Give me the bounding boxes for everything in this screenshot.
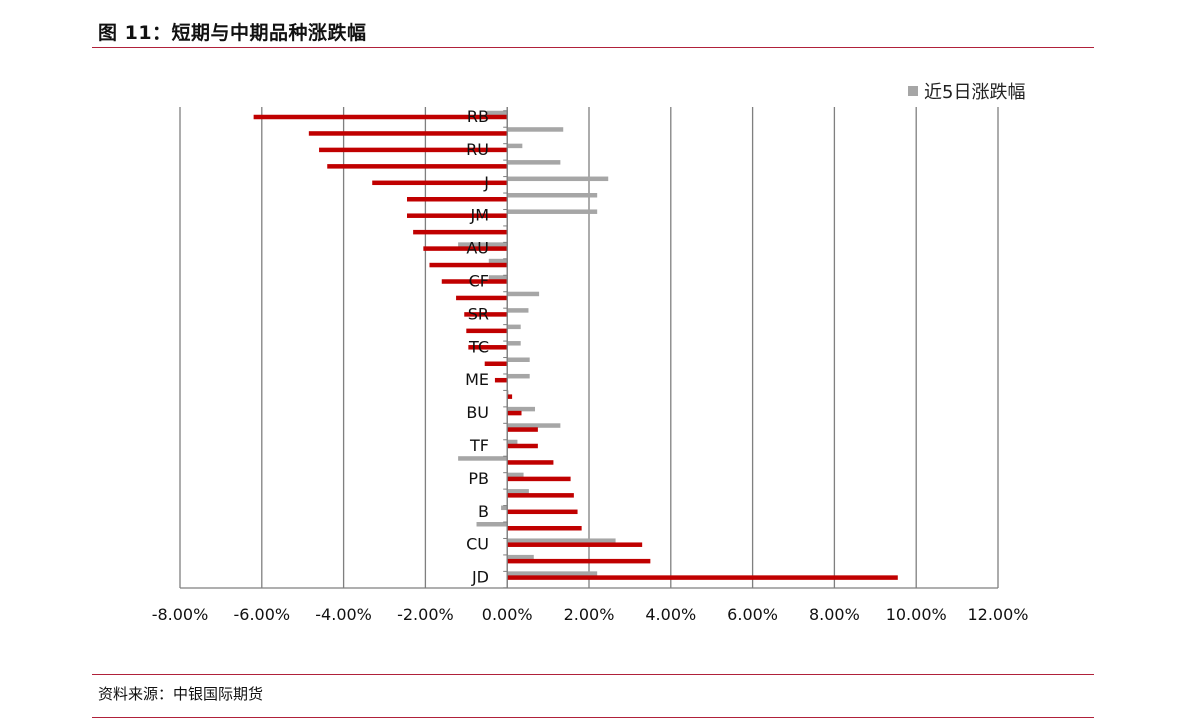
figure-title: 图 11：短期与中期品种涨跌幅 (98, 22, 367, 44)
category-label: BU (466, 403, 489, 422)
bar-5day (488, 275, 508, 280)
bar-1day (494, 377, 508, 383)
bar-1day (441, 279, 508, 284)
x-tick-label: -4.00% (315, 605, 372, 624)
bar-5day (507, 439, 518, 445)
bar-5day (507, 472, 524, 478)
bar-5day (507, 127, 564, 132)
category-label: RB (467, 107, 489, 126)
bar-5day (507, 324, 521, 330)
bar-5day (476, 522, 508, 527)
category-label: J (483, 173, 489, 192)
bar-1day (507, 509, 578, 515)
x-tick-label: 10.00% (886, 605, 947, 624)
x-tick-label: -8.00% (152, 605, 209, 624)
bar-1day (507, 558, 651, 564)
bar-5day (507, 373, 530, 379)
bar-5day (486, 110, 508, 116)
category-label: TF (469, 436, 489, 455)
x-tick-label: 12.00% (967, 605, 1028, 624)
bar-5day (507, 176, 609, 182)
bar-5day (507, 423, 561, 428)
category-label: B (478, 502, 489, 521)
bar-1day (406, 197, 508, 202)
bar-1day (507, 476, 571, 482)
category-label: JM (469, 206, 489, 225)
x-tick-label: 0.00% (482, 605, 533, 624)
bar-5day (507, 554, 534, 560)
bar-1day (507, 394, 513, 399)
category-label: SR (468, 304, 489, 323)
bar-1day (466, 328, 508, 334)
bar-1day (429, 262, 508, 268)
x-tick-label: -2.00% (397, 605, 454, 624)
bar-1day (423, 246, 508, 251)
bar-5day (507, 341, 521, 346)
x-tick-label: 4.00% (645, 605, 696, 624)
bar-1day (464, 312, 508, 317)
bar-1day (253, 114, 508, 120)
bar-1day (468, 345, 508, 350)
x-tick-label: 6.00% (727, 605, 778, 624)
bar-1day (327, 164, 508, 169)
bar-5day (507, 571, 598, 576)
bar-5day (507, 357, 530, 362)
bar-1day (372, 180, 508, 186)
bar-5day (507, 193, 598, 198)
category-label: JD (471, 568, 489, 587)
bottom-divider (92, 674, 1094, 675)
category-label: RU (466, 140, 489, 159)
category-label: CU (466, 535, 489, 554)
bar-1day (507, 575, 898, 580)
bar-1day (507, 443, 538, 449)
bar-5day (458, 456, 508, 461)
bar-1day (507, 427, 538, 432)
legend-swatch (908, 86, 918, 96)
legend-label: 近5日涨跌幅 (924, 82, 1025, 103)
bar-5day (501, 505, 508, 511)
category-label: CF (469, 272, 489, 291)
bar-5day (507, 143, 523, 149)
bar-1day (308, 131, 508, 136)
category-label: ME (465, 370, 489, 389)
x-tick-label: -6.00% (233, 605, 290, 624)
bar-5day (507, 209, 598, 214)
bar-5day (507, 406, 536, 412)
top-divider (92, 47, 1094, 48)
bar-5day (507, 308, 529, 313)
bar-1day (507, 542, 643, 547)
bar-1day (319, 147, 508, 153)
bar-1day (406, 213, 508, 218)
bar-1day (507, 410, 522, 416)
bar-1day (507, 460, 554, 465)
category-label: AU (466, 239, 489, 258)
source-note: 资料来源：中银国际期货 (98, 685, 264, 703)
bar-5day (507, 489, 529, 494)
x-tick-label: 8.00% (809, 605, 860, 624)
bar-5day (488, 258, 508, 264)
bar-5day (507, 291, 540, 297)
x-tick-label: 2.00% (564, 605, 615, 624)
bar-5day (458, 242, 508, 247)
bar-5day (507, 538, 616, 543)
bar-1day (413, 229, 508, 235)
bar-1day (484, 361, 508, 366)
footer-divider (92, 717, 1094, 718)
bar-1day (507, 493, 574, 498)
category-label: PB (468, 469, 489, 488)
bar-1day (507, 526, 582, 531)
category-label: TC (468, 337, 489, 356)
bar-1day (456, 295, 508, 301)
bar-5day (507, 160, 561, 165)
